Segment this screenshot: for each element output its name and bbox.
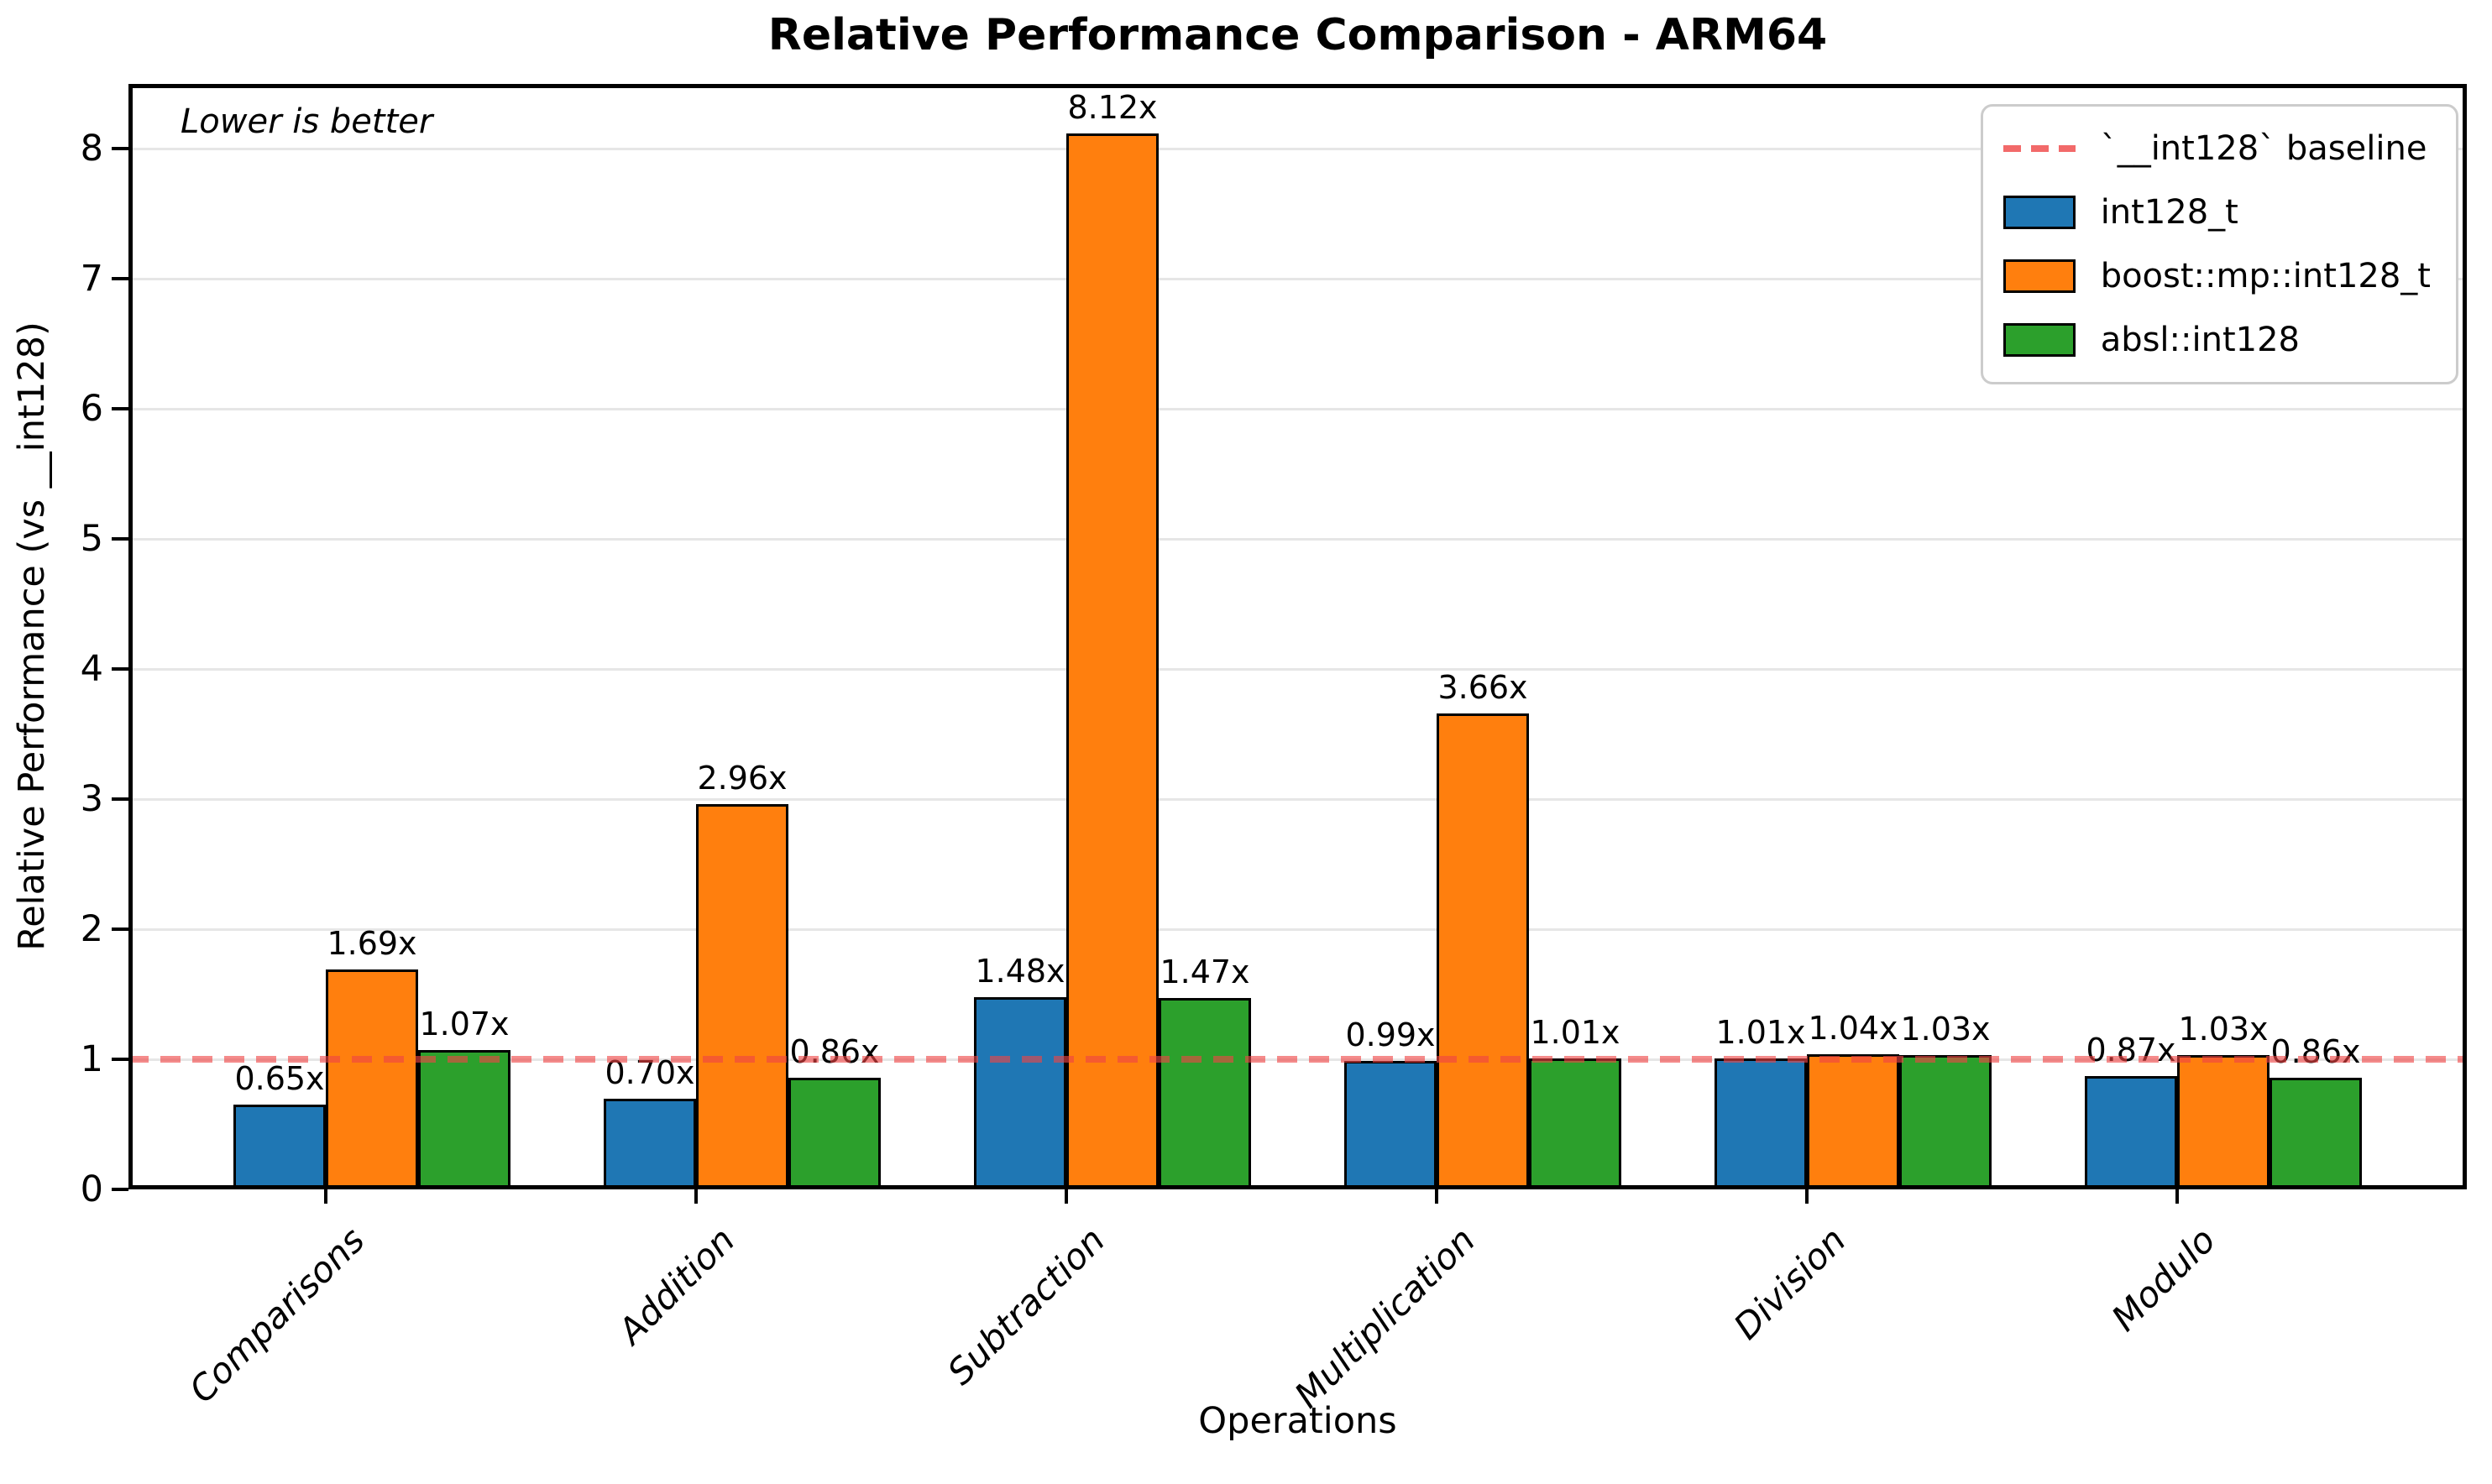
bar-value-label: 1.48x [975, 952, 1065, 990]
bar-absl-int128 [418, 1050, 510, 1189]
legend-label-absl-int128: absl::int128 [2100, 321, 2300, 359]
bar-boost-mp-int128-t [1437, 713, 1529, 1189]
x-tick-mark [1805, 1189, 1809, 1204]
gridline [128, 797, 2467, 801]
bar-absl-int128 [1529, 1058, 1621, 1189]
legend: `__int128` baseline int128_t boost::mp::… [1980, 104, 2458, 384]
y-tick-label: 1 [80, 1038, 103, 1081]
gridline [128, 277, 2467, 280]
bar-value-label: 2.96x [697, 760, 788, 797]
legend-label-int128-t: int128_t [2100, 193, 2238, 232]
chart-title: Relative Performance Comparison - ARM64 [767, 10, 1828, 60]
bar-int128-t [1344, 1060, 1437, 1189]
x-tick-label: Subtraction [939, 1219, 1113, 1393]
x-tick-label: Division [1725, 1219, 1854, 1348]
bar-int128-t [233, 1105, 326, 1189]
bar-boost-mp-int128-t [1807, 1053, 1899, 1189]
y-tick-label: 7 [80, 258, 103, 300]
bar-int128-t [1715, 1058, 1807, 1189]
bar-value-label: 1.69x [327, 925, 417, 963]
bar-absl-int128 [788, 1077, 881, 1189]
y-tick-mark [112, 147, 128, 151]
legend-label-baseline: `__int128` baseline [2100, 129, 2427, 168]
y-tick-mark [112, 797, 128, 802]
bar-value-label: 1.01x [1715, 1013, 1806, 1051]
bar-value-label: 1.01x [1530, 1013, 1620, 1051]
y-tick-mark [112, 277, 128, 281]
legend-label-boost-mp-int128-t: boost::mp::int128_t [2100, 257, 2431, 295]
x-tick-mark [694, 1189, 698, 1204]
x-tick-label: Modulo [2103, 1219, 2224, 1340]
x-tick-mark [1065, 1189, 1068, 1204]
bar-int128-t [604, 1098, 696, 1189]
y-tick-mark [112, 537, 128, 541]
y-tick-label: 5 [80, 518, 103, 561]
x-tick-label: Addition [610, 1219, 743, 1352]
legend-item-boost-mp-int128-t: boost::mp::int128_t [2002, 251, 2431, 301]
gridline [128, 667, 2467, 671]
y-tick-label: 3 [80, 778, 103, 821]
bar-value-label: 1.07x [419, 1006, 510, 1043]
bar-value-label: 1.04x [1808, 1009, 1898, 1047]
swatch-absl-int128 [2002, 323, 2076, 357]
baseline-line [128, 1056, 2467, 1063]
bar-value-label: 0.65x [234, 1060, 325, 1098]
x-tick-label: Multiplication [1286, 1219, 1484, 1416]
swatch-boost-mp-int128-t [2002, 259, 2076, 293]
gridline [128, 407, 2467, 410]
y-tick-label: 6 [80, 388, 103, 431]
bar-int128-t [974, 996, 1066, 1189]
y-tick-mark [112, 667, 128, 671]
legend-item-absl-int128: absl::int128 [2002, 315, 2431, 365]
y-tick-mark [112, 407, 128, 411]
y-tick-label: 0 [80, 1168, 103, 1210]
x-tick-mark [1435, 1189, 1438, 1204]
bar-value-label: 1.47x [1160, 954, 1250, 991]
bar-value-label: 0.86x [789, 1032, 880, 1070]
x-tick-mark [324, 1189, 327, 1204]
gridline [128, 537, 2467, 541]
bar-value-label: 1.03x [1900, 1011, 1991, 1048]
y-tick-mark [112, 928, 128, 932]
bar-absl-int128 [2270, 1077, 2362, 1189]
plot-area: 0.65x 0.70x 1.48x 0.99x 1.01x 0.87x 1.69x 2.96x… [128, 84, 2467, 1189]
gridline [128, 147, 2467, 150]
bar-value-label: 0.86x [2270, 1032, 2361, 1070]
bar-boost-mp-int128-t [696, 804, 788, 1189]
bar-value-label: 3.66x [1437, 668, 1528, 706]
x-tick-mark [2175, 1189, 2179, 1204]
bar-value-label: 1.03x [2178, 1011, 2269, 1048]
x-tick-label: Comparisons [181, 1219, 373, 1411]
annotation-lower-is-better: Lower is better [181, 102, 433, 141]
legend-item-int128-t: int128_t [2002, 187, 2431, 238]
baseline-dash-sample [2002, 145, 2076, 152]
y-tick-mark [112, 1188, 128, 1191]
bar-int128-t [2085, 1076, 2177, 1189]
gridline [128, 928, 2467, 931]
y-tick-mark [112, 1058, 128, 1062]
bar-boost-mp-int128-t [2177, 1055, 2270, 1189]
legend-item-baseline: `__int128` baseline [2002, 123, 2431, 174]
bar-boost-mp-int128-t [1066, 133, 1159, 1189]
y-tick-label: 4 [80, 648, 103, 691]
bar-absl-int128 [1899, 1055, 1992, 1189]
y-tick-label: 8 [80, 128, 103, 170]
bar-absl-int128 [1159, 998, 1251, 1189]
swatch-int128-t [2002, 196, 2076, 229]
y-tick-label: 2 [80, 908, 103, 951]
x-axis-label: Operations [1198, 1400, 1397, 1442]
bar-value-label: 0.99x [1345, 1016, 1436, 1053]
bar-value-label: 8.12x [1067, 88, 1158, 126]
